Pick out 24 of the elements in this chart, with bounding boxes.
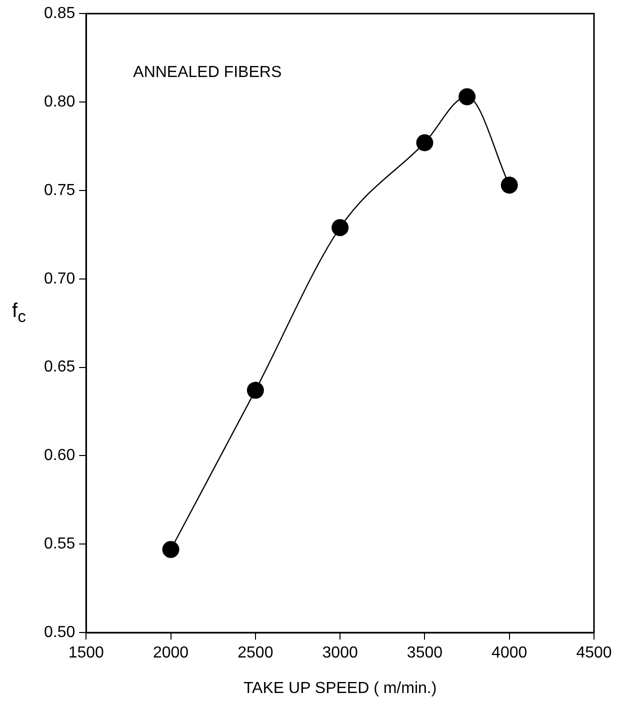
y-tick-label: 0.50 xyxy=(44,624,76,642)
x-tick-label: 1500 xyxy=(68,644,104,662)
y-tick-label: 0.85 xyxy=(44,5,76,22)
y-tick-label: 0.75 xyxy=(44,182,76,199)
x-tick-label: 2500 xyxy=(238,644,274,662)
x-tick-label: 3500 xyxy=(406,644,443,662)
point xyxy=(458,88,476,106)
y-tick-label: 0.80 xyxy=(44,93,76,110)
x-tick-label: 3000 xyxy=(322,644,358,662)
point xyxy=(162,540,180,558)
x-tick-label: 2000 xyxy=(152,644,189,662)
y-tick-label: 0.70 xyxy=(44,270,76,288)
x-tick-label: 4500 xyxy=(576,644,612,662)
point xyxy=(416,134,434,152)
y-axis-title: f$_{c}$ xyxy=(12,300,26,327)
point xyxy=(500,176,518,194)
annotation: ANNEALED FIBERS xyxy=(133,64,282,82)
y-tick-label: 0.65 xyxy=(44,358,76,376)
y-tick-label: 0.55 xyxy=(44,536,76,553)
y-tick-label: 0.60 xyxy=(44,447,76,464)
x-tick-label: 4000 xyxy=(492,644,528,662)
point xyxy=(246,382,264,399)
x-axis-title: TAKE UP SPEED ( m/min.) xyxy=(243,680,437,697)
point xyxy=(332,219,349,236)
